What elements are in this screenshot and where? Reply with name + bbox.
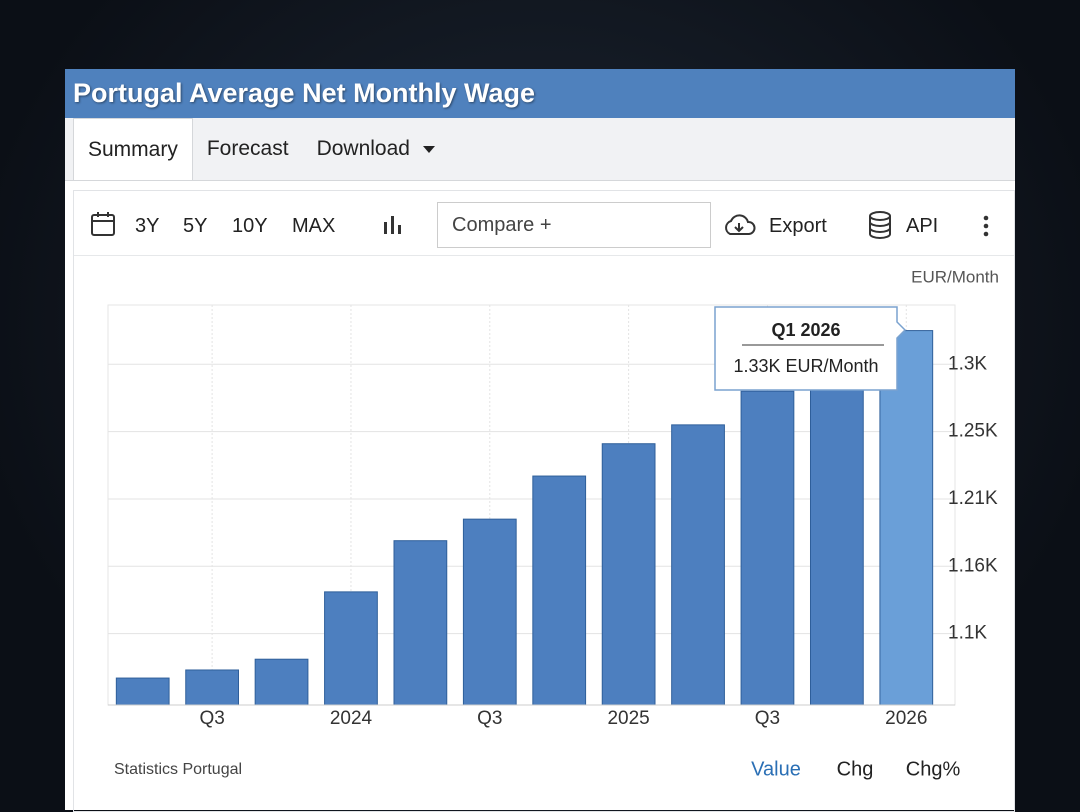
compare-input[interactable]: Compare + xyxy=(437,202,711,248)
bar xyxy=(393,540,448,706)
bar xyxy=(115,677,170,706)
tooltip-box xyxy=(714,306,907,391)
tooltip: Q1 2026 1.33K EUR/Month xyxy=(714,306,907,391)
source: Statistics Portugal xyxy=(114,761,242,778)
range-button[interactable]: 5Y xyxy=(183,215,208,237)
tooltip-value: 1.33K EUR/Month xyxy=(733,356,878,376)
x-tick-label: 2025 xyxy=(607,708,649,729)
widget-title: Portugal Average Net Monthly Wage xyxy=(65,69,1015,118)
tab-bar: Summary Forecast Download xyxy=(65,118,1015,181)
tab[interactable]: Forecast xyxy=(206,137,289,160)
bar xyxy=(740,390,795,706)
bar xyxy=(324,591,378,706)
export-button[interactable]: Export xyxy=(769,215,827,237)
bar xyxy=(671,424,725,706)
y-tick-label: 1.25K xyxy=(948,421,998,442)
bar xyxy=(809,370,864,706)
database-icon[interactable] xyxy=(868,211,892,239)
toolbar: 3Y 5Y 10Y MAX Compare + Export API xyxy=(74,191,1014,256)
bar xyxy=(601,443,656,706)
y-tick-label: 1.1K xyxy=(948,623,987,644)
view-tab[interactable]: Chg xyxy=(837,758,874,780)
chart-type-icon[interactable] xyxy=(382,215,404,235)
api-button[interactable]: API xyxy=(906,215,939,237)
more-icon[interactable] xyxy=(982,215,990,237)
bar xyxy=(462,518,517,706)
x-tick-label: Q3 xyxy=(477,708,502,729)
bar xyxy=(185,669,240,706)
tab-label: Download xyxy=(316,137,410,160)
x-tick-label: Q3 xyxy=(755,708,780,729)
x-tick-label: 2024 xyxy=(330,708,373,729)
x-tick-label: 2026 xyxy=(885,708,927,729)
bar xyxy=(254,658,309,706)
caret xyxy=(422,146,435,153)
tooltip-title: Q1 2026 xyxy=(771,320,840,340)
range-button[interactable]: MAX xyxy=(292,215,336,237)
y-tick-label: 1.3K xyxy=(948,353,987,374)
x-tick-label: Q3 xyxy=(199,708,224,729)
tab[interactable]: Download xyxy=(303,118,450,180)
bar xyxy=(879,330,934,706)
bar xyxy=(532,475,587,706)
cloud-icon[interactable] xyxy=(722,213,756,237)
calendar-icon[interactable] xyxy=(90,211,116,237)
y-tick-label: 1.21K xyxy=(948,488,998,509)
tab[interactable]: Summary xyxy=(73,118,193,180)
range-button[interactable]: 3Y xyxy=(135,215,160,237)
range-button[interactable]: 10Y xyxy=(232,215,268,237)
view-tab[interactable]: Chg% xyxy=(906,758,961,780)
y-tick-label: 1.16K xyxy=(948,555,998,576)
y-axis-unit: EUR/Month xyxy=(911,267,999,286)
view-tab[interactable]: Value xyxy=(751,758,801,780)
